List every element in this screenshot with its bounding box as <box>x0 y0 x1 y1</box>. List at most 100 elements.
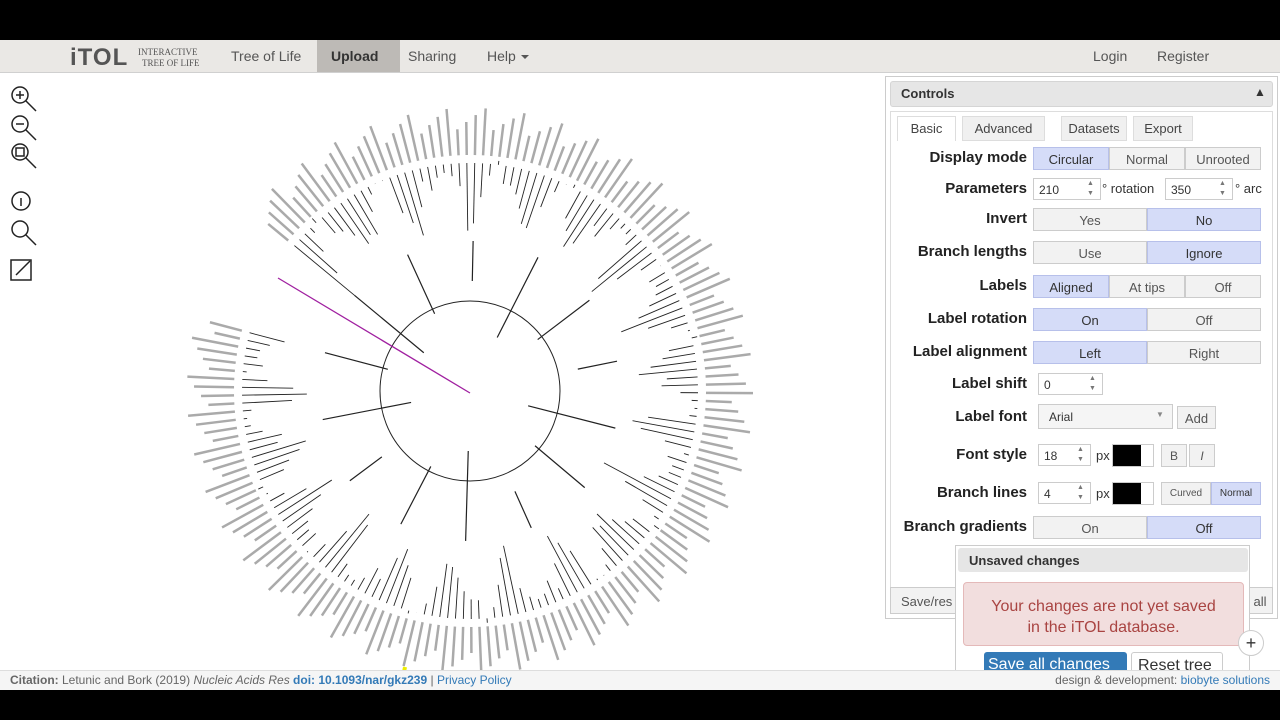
branch <box>267 556 304 591</box>
control-label: Branch lengths <box>917 243 1027 260</box>
branch <box>702 344 743 354</box>
nav-item[interactable]: Upload <box>331 48 379 64</box>
option-button[interactable]: Ignore <box>1147 241 1261 264</box>
bold-button[interactable]: B <box>1161 444 1187 467</box>
tab[interactable]: Datasets <box>1061 116 1127 141</box>
branch <box>291 520 309 535</box>
nav-item[interactable]: Tree of Life <box>231 48 302 64</box>
option-button[interactable]: Left <box>1033 341 1147 364</box>
branch <box>668 345 694 352</box>
branch <box>297 174 325 208</box>
branch <box>279 561 309 593</box>
branch <box>247 339 270 346</box>
branch <box>331 524 369 573</box>
option-button[interactable]: Right <box>1147 341 1261 364</box>
branch <box>629 182 664 219</box>
branch <box>322 401 412 421</box>
branch <box>302 572 322 595</box>
branch <box>604 158 633 199</box>
option-button[interactable]: Off <box>1147 516 1261 539</box>
option-button[interactable]: Normal <box>1109 147 1185 170</box>
color-picker[interactable] <box>1112 482 1154 505</box>
option-button[interactable]: Unrooted <box>1185 147 1261 170</box>
option-button[interactable]: Curved <box>1161 482 1211 505</box>
branch <box>540 178 553 208</box>
plus-button[interactable]: + <box>1238 630 1264 656</box>
save-restore[interactable]: Save/res <box>890 587 960 614</box>
branch <box>668 471 682 478</box>
branch <box>673 508 710 531</box>
branch <box>594 590 611 614</box>
branch <box>225 489 257 506</box>
tab[interactable]: Basic <box>897 116 956 141</box>
branch <box>413 621 424 662</box>
number-input[interactable]: 4 <box>1038 482 1091 504</box>
number-input[interactable]: 210 <box>1033 178 1101 200</box>
tab[interactable]: Advanced <box>962 116 1045 141</box>
branch <box>514 491 532 529</box>
branch <box>278 479 333 515</box>
number-input[interactable]: 18 <box>1038 444 1091 466</box>
toolbar[interactable] <box>10 86 37 281</box>
branch <box>565 605 579 631</box>
all-button[interactable]: all <box>1248 587 1273 614</box>
italic-button[interactable]: I <box>1189 444 1215 467</box>
color-picker[interactable] <box>1112 444 1154 467</box>
option-button[interactable]: On <box>1033 516 1147 539</box>
branch <box>583 161 598 186</box>
branch <box>420 133 428 160</box>
option-button[interactable]: Normal <box>1211 482 1261 505</box>
number-input[interactable]: 350 <box>1165 178 1233 200</box>
branch <box>601 547 617 567</box>
branch <box>601 585 630 627</box>
option-button[interactable]: Aligned <box>1033 275 1109 298</box>
branch <box>632 560 663 591</box>
branch <box>654 535 688 563</box>
branch <box>456 129 460 156</box>
company-link[interactable]: biobyte solutions <box>1180 673 1270 687</box>
branch <box>579 598 602 636</box>
control-label: Branch gradients <box>903 518 1027 535</box>
branch <box>509 167 515 186</box>
option-button[interactable]: At tips <box>1109 275 1185 298</box>
branch <box>510 623 522 670</box>
tree <box>187 108 754 670</box>
branch <box>616 252 652 280</box>
option-button[interactable]: On <box>1033 308 1147 331</box>
branch <box>661 384 698 387</box>
authors: Letunic and Bork (2019) <box>62 673 191 687</box>
branch <box>480 163 484 198</box>
nav-item[interactable]: Help <box>487 48 516 64</box>
brand[interactable]: iTOL <box>70 44 129 71</box>
doi[interactable]: doi: 10.1093/nar/gkz239 <box>293 673 428 687</box>
bottom-bar <box>0 690 1280 720</box>
branch <box>638 300 680 319</box>
option-button[interactable]: Circular <box>1033 147 1109 170</box>
branch <box>431 586 438 616</box>
branch <box>667 455 687 463</box>
nav-item[interactable]: Sharing <box>408 48 457 64</box>
branch <box>221 466 248 478</box>
option-button[interactable]: Yes <box>1033 208 1147 231</box>
option-button[interactable]: Off <box>1185 275 1261 298</box>
option-button[interactable]: No <box>1147 208 1261 231</box>
font-select[interactable]: Arial <box>1038 404 1173 429</box>
branch <box>671 242 713 270</box>
collapse[interactable]: ▲ <box>1254 85 1266 99</box>
branch <box>596 513 635 550</box>
nav-item[interactable]: Login <box>1093 48 1128 64</box>
privacy-link[interactable]: Privacy Policy <box>436 673 512 687</box>
number-input[interactable]: 0 <box>1038 373 1103 395</box>
option-button[interactable]: Use <box>1033 241 1147 264</box>
option-button[interactable]: Off <box>1147 308 1261 331</box>
nav-item[interactable]: Register <box>1157 48 1210 64</box>
control-label: Label shift <box>951 375 1027 392</box>
branch <box>242 393 307 396</box>
tab[interactable]: Export <box>1133 116 1193 141</box>
branch <box>503 545 519 614</box>
add-button[interactable]: Add <box>1177 406 1216 429</box>
branch <box>481 108 487 156</box>
branch <box>607 581 634 615</box>
branch <box>657 231 680 250</box>
branch <box>670 322 688 329</box>
